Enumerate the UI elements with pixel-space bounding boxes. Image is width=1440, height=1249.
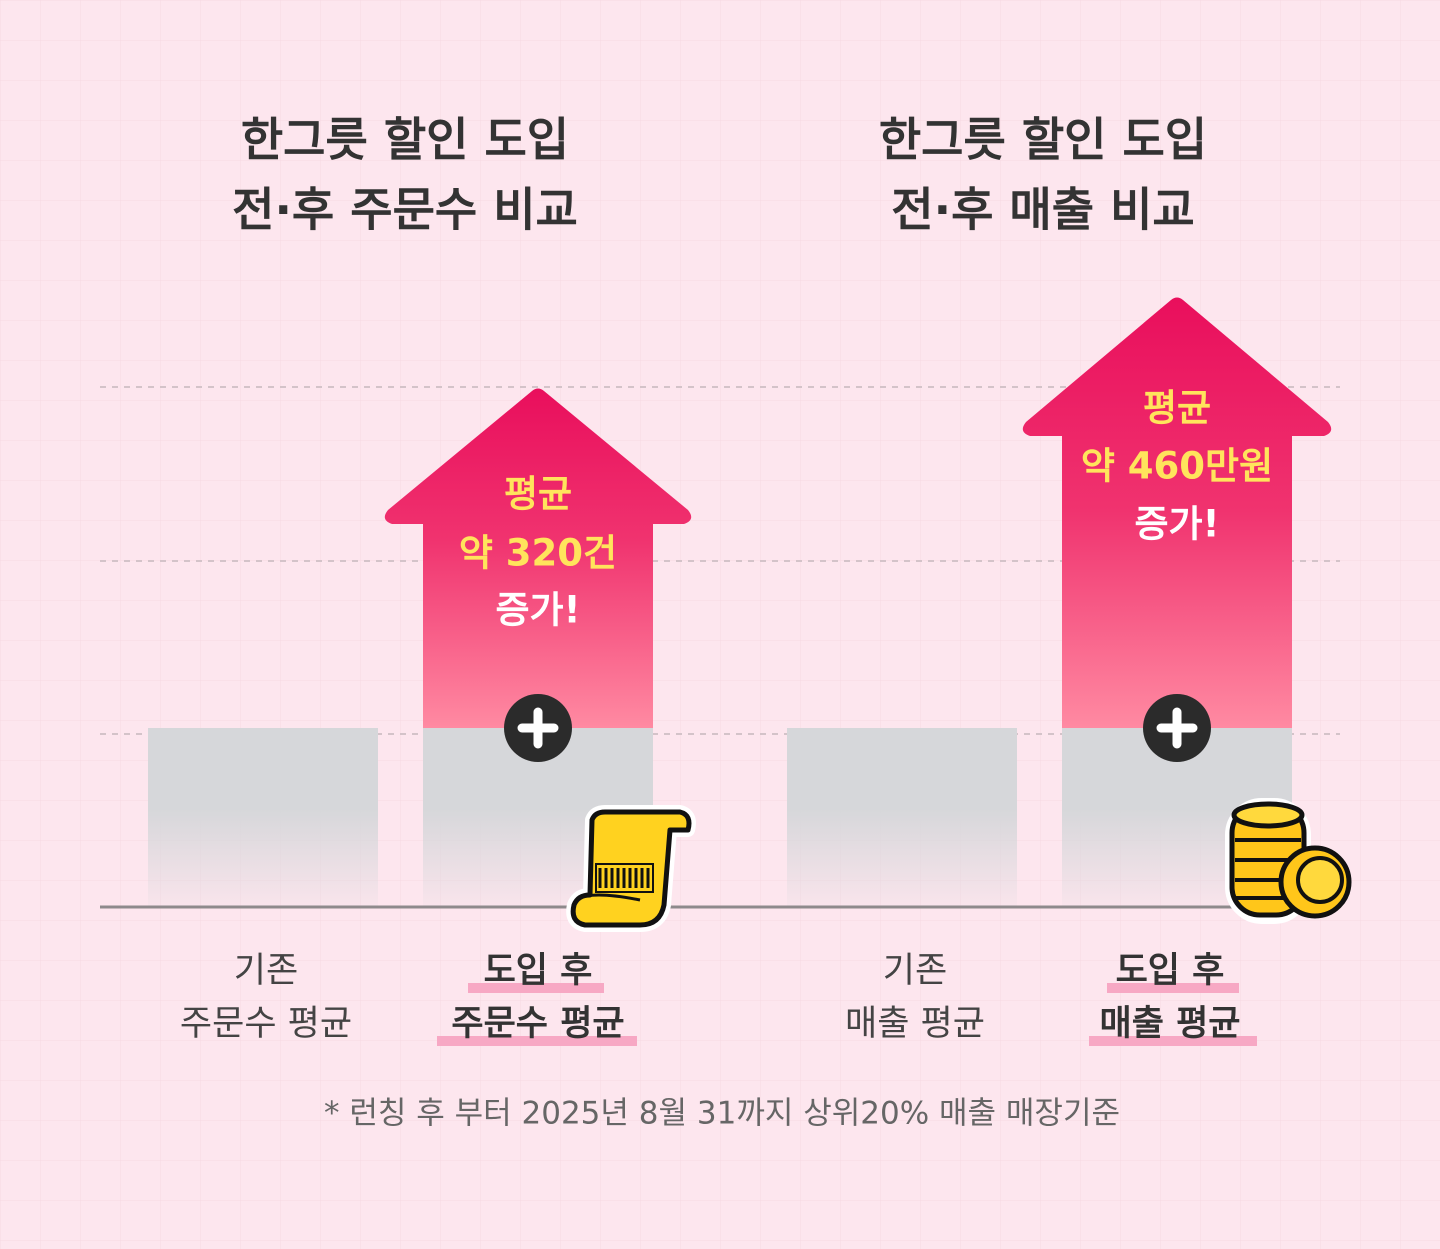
after-label: 매출 평균 bbox=[1100, 1004, 1241, 1044]
coins-icon bbox=[1225, 798, 1352, 924]
after-label: 도입 후 bbox=[1116, 951, 1225, 991]
callout-note: 증가! bbox=[496, 589, 581, 632]
footnote: * 런칭 후 부터 2025년 8월 31까지 상위20% 매출 매장기준 bbox=[324, 1096, 1120, 1132]
highlight bbox=[1107, 983, 1239, 993]
before-label: 기존 bbox=[883, 951, 947, 991]
highlight bbox=[1089, 1036, 1257, 1046]
callout-label: 평균 bbox=[1143, 387, 1211, 430]
title-line: 한그릇 할인 도입 bbox=[241, 113, 569, 167]
after-label: 주문수 평균 bbox=[451, 1004, 624, 1044]
before-label: 주문수 평균 bbox=[180, 1004, 352, 1044]
before-label: 매출 평균 bbox=[845, 1004, 985, 1044]
plus-icon bbox=[504, 694, 1211, 762]
title-line: 한그릇 할인 도입 bbox=[879, 113, 1207, 167]
callout-value: 약 320건 bbox=[459, 532, 617, 575]
before-label: 기존 bbox=[234, 951, 298, 991]
highlight bbox=[468, 983, 604, 993]
after-label: 도입 후 bbox=[484, 951, 593, 991]
title-line: 전·후 매출 비교 bbox=[891, 183, 1194, 237]
callout-label: 평균 bbox=[504, 473, 572, 516]
receipt-icon bbox=[566, 805, 696, 932]
highlight bbox=[437, 1036, 637, 1046]
increase-arrow bbox=[384, 388, 692, 728]
increase-arrow bbox=[1022, 297, 1332, 728]
callout-value: 약 460만원 bbox=[1081, 445, 1273, 488]
before-bar bbox=[148, 728, 378, 907]
before-bar bbox=[787, 728, 1017, 907]
callout-note: 증가! bbox=[1135, 503, 1220, 546]
title-line: 전·후 주문수 비교 bbox=[232, 183, 578, 237]
